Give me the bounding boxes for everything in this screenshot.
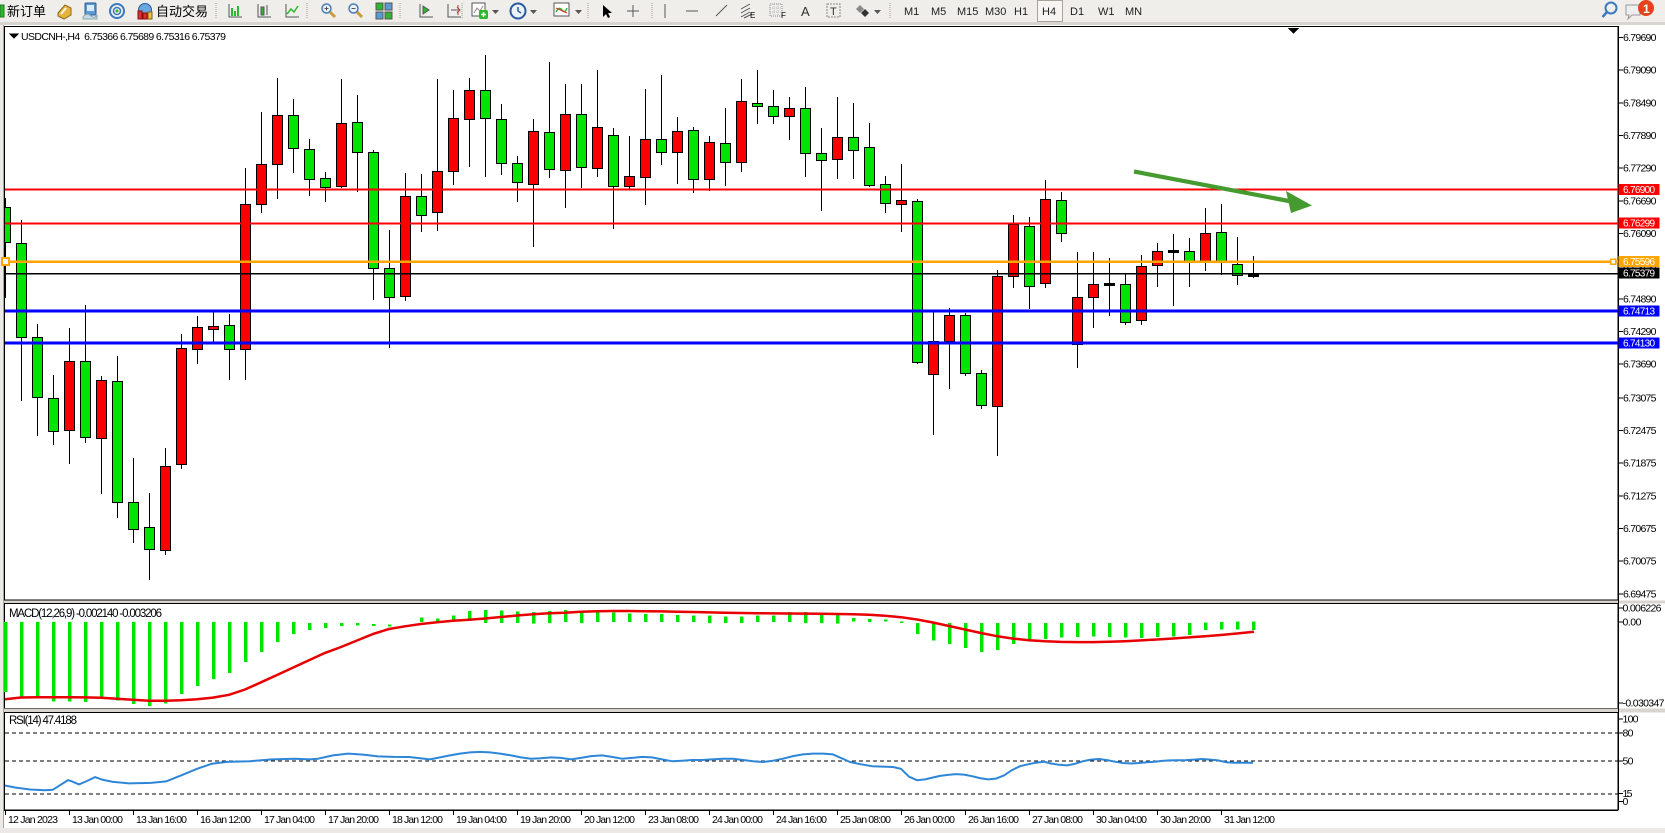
svg-text:19 Jan 20:00: 19 Jan 20:00 — [520, 814, 571, 826]
svg-text:6.77290: 6.77290 — [1623, 163, 1657, 175]
svg-text:E: E — [750, 11, 755, 20]
svg-text:6.76299: 6.76299 — [1623, 219, 1655, 230]
svg-text:RSI(14) 47.4188: RSI(14) 47.4188 — [9, 715, 77, 727]
svg-text:25 Jan 08:00: 25 Jan 08:00 — [840, 814, 891, 826]
svg-text:MACD(12,26,9) -0.002140 -0.003: MACD(12,26,9) -0.002140 -0.003206 — [9, 608, 162, 620]
svg-text:自动交易: 自动交易 — [156, 4, 208, 19]
svg-text:H4: H4 — [1042, 6, 1056, 18]
svg-text:26 Jan 16:00: 26 Jan 16:00 — [968, 814, 1019, 826]
svg-text:30 Jan 04:00: 30 Jan 04:00 — [1096, 814, 1147, 826]
svg-text:12 Jan 2023: 12 Jan 2023 — [8, 814, 58, 826]
svg-text:6.71275: 6.71275 — [1623, 491, 1657, 503]
svg-text:T: T — [830, 6, 837, 18]
svg-text:A: A — [801, 4, 810, 19]
svg-text:H1: H1 — [1014, 6, 1028, 18]
svg-text:19 Jan 04:00: 19 Jan 04:00 — [456, 814, 507, 826]
svg-text:6.75596: 6.75596 — [1623, 257, 1655, 268]
svg-text:6.72475: 6.72475 — [1623, 425, 1657, 437]
svg-text:13 Jan 00:00: 13 Jan 00:00 — [72, 814, 123, 826]
svg-text:16 Jan 12:00: 16 Jan 12:00 — [200, 814, 251, 826]
svg-text:6.77890: 6.77890 — [1623, 130, 1657, 142]
svg-text:新订单: 新订单 — [7, 4, 46, 19]
svg-text:6.75379: 6.75379 — [1623, 269, 1655, 280]
svg-text:13 Jan 16:00: 13 Jan 16:00 — [136, 814, 187, 826]
svg-text:80: 80 — [1623, 728, 1634, 740]
svg-text:M1: M1 — [904, 6, 919, 18]
svg-text:W1: W1 — [1098, 6, 1115, 18]
svg-text:6.73690: 6.73690 — [1623, 359, 1657, 371]
svg-text:24 Jan 16:00: 24 Jan 16:00 — [776, 814, 827, 826]
svg-text:26 Jan 00:00: 26 Jan 00:00 — [904, 814, 955, 826]
svg-text:6.76090: 6.76090 — [1623, 228, 1657, 240]
svg-text:6.74890: 6.74890 — [1623, 294, 1657, 306]
svg-text:MN: MN — [1125, 6, 1142, 18]
svg-text:17 Jan 04:00: 17 Jan 04:00 — [264, 814, 315, 826]
svg-text:-0.030347: -0.030347 — [1623, 698, 1665, 710]
svg-text:23 Jan 08:00: 23 Jan 08:00 — [648, 814, 699, 826]
svg-text:6.70675: 6.70675 — [1623, 523, 1657, 535]
svg-text:M30: M30 — [985, 6, 1006, 18]
svg-text:20 Jan 12:00: 20 Jan 12:00 — [584, 814, 635, 826]
svg-text:USDCNH-,H4 6.75366 6.75689 6.: USDCNH-,H4 6.75366 6.75689 6.75316 6.753… — [21, 31, 226, 43]
svg-text:15: 15 — [1623, 788, 1633, 800]
svg-text:6.79690: 6.79690 — [1623, 32, 1657, 44]
svg-text:18 Jan 12:00: 18 Jan 12:00 — [392, 814, 443, 826]
svg-text:6.78490: 6.78490 — [1623, 98, 1657, 110]
svg-text:0.00: 0.00 — [1623, 617, 1642, 629]
svg-text:0: 0 — [1623, 796, 1629, 808]
svg-text:6.74290: 6.74290 — [1623, 326, 1657, 338]
svg-text:17 Jan 20:00: 17 Jan 20:00 — [328, 814, 379, 826]
svg-text:100: 100 — [1623, 714, 1639, 726]
svg-text:30 Jan 20:00: 30 Jan 20:00 — [1160, 814, 1211, 826]
svg-text:31 Jan 12:00: 31 Jan 12:00 — [1224, 814, 1275, 826]
svg-text:M5: M5 — [931, 6, 946, 18]
svg-text:6.69475: 6.69475 — [1623, 589, 1657, 601]
svg-text:6.76690: 6.76690 — [1623, 196, 1657, 208]
svg-text:M15: M15 — [957, 6, 978, 18]
svg-text:24 Jan 00:00: 24 Jan 00:00 — [712, 814, 763, 826]
svg-text:6.74713: 6.74713 — [1623, 307, 1655, 318]
svg-text:50: 50 — [1623, 756, 1634, 768]
svg-text:D1: D1 — [1070, 6, 1084, 18]
svg-text:1: 1 — [1643, 2, 1650, 16]
svg-text:F: F — [781, 11, 786, 20]
svg-text:6.71875: 6.71875 — [1623, 458, 1657, 470]
svg-text:6.70075: 6.70075 — [1623, 556, 1657, 568]
svg-text:0.006226: 0.006226 — [1623, 603, 1662, 615]
svg-text:6.76900: 6.76900 — [1623, 185, 1655, 196]
svg-text:6.74130: 6.74130 — [1623, 339, 1655, 350]
svg-text:6.73075: 6.73075 — [1623, 393, 1657, 405]
svg-text:6.79090: 6.79090 — [1623, 65, 1657, 77]
svg-text:27 Jan 08:00: 27 Jan 08:00 — [1032, 814, 1083, 826]
